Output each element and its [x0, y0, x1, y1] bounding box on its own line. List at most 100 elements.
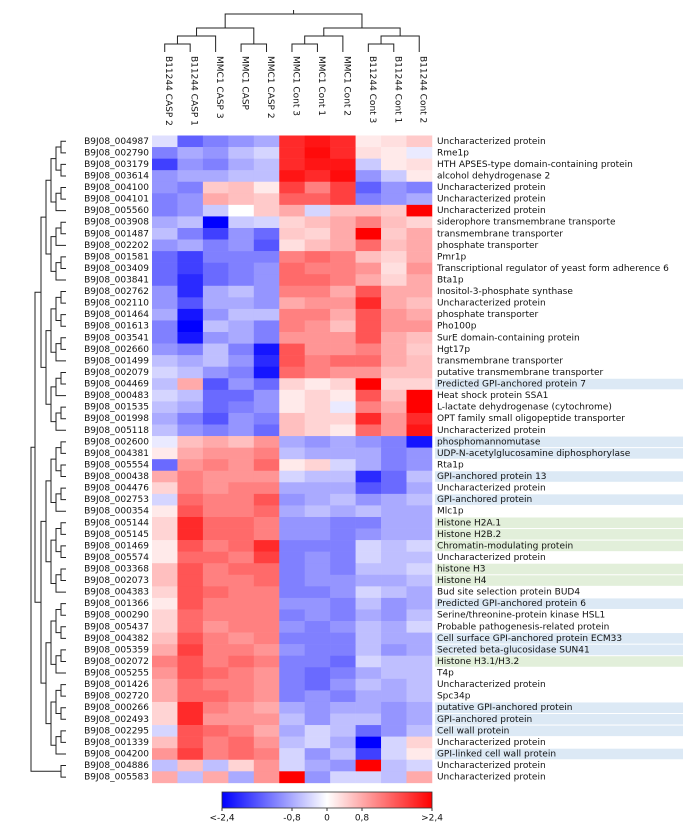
heat-cell — [330, 274, 356, 287]
heat-cell — [406, 412, 433, 425]
heat-cell — [152, 528, 178, 541]
heat-cell — [304, 516, 331, 529]
row-label: Uncharacterized protein — [437, 484, 546, 494]
heat-cell — [381, 297, 407, 310]
heat-cell — [381, 447, 407, 460]
heat-cell — [177, 690, 204, 703]
heat-cell — [202, 262, 229, 275]
dendrogram-branch — [40, 520, 46, 684]
heat-cell — [406, 239, 433, 252]
heat-cell — [381, 493, 407, 506]
heat-cell — [330, 366, 356, 379]
heat-cell — [330, 227, 356, 240]
heat-cell — [253, 401, 280, 414]
heat-cell — [355, 482, 382, 495]
heat-cell — [253, 505, 280, 518]
row-id: B9J08_000483 — [84, 391, 149, 401]
row-id: B9J08_003908 — [84, 218, 149, 228]
row-label: Predicted GPI-anchored protein 6 — [437, 599, 586, 609]
heat-cell — [253, 320, 280, 333]
heat-cell — [406, 528, 433, 541]
heat-cell — [228, 655, 255, 668]
heat-cell — [228, 748, 255, 761]
heat-cell — [406, 135, 433, 148]
heat-cell — [177, 181, 204, 194]
heat-cell — [406, 447, 433, 460]
heat-cell — [355, 424, 382, 437]
dendrogram-branch — [55, 296, 61, 321]
heat-cell — [253, 389, 280, 402]
row-label: GPI-anchored protein 13 — [437, 472, 547, 482]
heat-cell — [381, 574, 407, 587]
heat-cell — [202, 424, 229, 437]
heat-cell — [279, 158, 305, 171]
heat-cell — [406, 563, 433, 576]
heat-cell — [406, 748, 433, 761]
row-label: Uncharacterized protein — [437, 738, 546, 748]
heat-cell — [177, 586, 204, 599]
heat-cell — [202, 505, 229, 518]
heat-cell — [152, 181, 178, 194]
heat-cell — [253, 366, 280, 379]
heat-cell — [406, 540, 433, 552]
heat-cell — [304, 285, 331, 298]
heat-cell — [228, 193, 255, 206]
label-highlight — [434, 529, 683, 540]
dendrogram-branch — [45, 642, 51, 725]
heat-cell — [279, 574, 305, 587]
heat-cell — [228, 597, 255, 610]
heat-cell — [304, 227, 331, 240]
heat-cell — [177, 135, 204, 148]
heat-cell — [330, 655, 356, 668]
row-id: B9J08_001581 — [84, 252, 149, 262]
heat-cell — [253, 701, 280, 714]
heat-cell — [330, 736, 356, 749]
heat-cell — [330, 308, 356, 321]
heat-cell — [304, 655, 331, 668]
heat-cell — [279, 459, 305, 472]
heat-cell — [253, 563, 280, 576]
heat-cell — [381, 632, 407, 645]
heat-cell — [177, 227, 204, 240]
dendrogram-branch — [60, 626, 66, 639]
row-label: L-lactate dehydrogenase (cytochrome) — [437, 403, 612, 413]
heat-cell — [304, 343, 331, 356]
row-id: B9J08_002110 — [84, 299, 149, 309]
heat-cell — [406, 389, 433, 402]
heat-cell — [381, 713, 407, 726]
heat-cell — [228, 285, 255, 298]
row-label: phosphate transporter — [437, 310, 539, 320]
heat-cell — [304, 759, 331, 772]
heat-cell — [355, 470, 382, 483]
heat-cell — [279, 424, 305, 437]
row-label: Probable pathogenesis-related protein — [437, 622, 609, 632]
dendrogram-branch — [50, 236, 56, 272]
heat-cell — [330, 725, 356, 737]
row-id: B9J08_004100 — [84, 183, 149, 193]
heat-cell — [177, 401, 204, 414]
heat-cell — [202, 771, 229, 784]
heat-cell — [279, 644, 305, 656]
heat-cell — [202, 170, 229, 183]
heat-cell — [152, 412, 178, 425]
heat-cell — [381, 343, 407, 356]
heat-cell — [152, 297, 178, 310]
heat-cell — [330, 262, 356, 275]
heat-cell — [381, 355, 407, 367]
row-label: Histone H2B.2 — [437, 530, 501, 540]
heat-cell — [202, 667, 229, 680]
heat-cell — [152, 355, 178, 367]
heat-cell — [330, 239, 356, 252]
row-label: Chromatin-modulating protein — [437, 541, 573, 551]
heat-cell — [330, 574, 356, 587]
heat-cell — [253, 447, 280, 460]
heat-cell — [304, 771, 331, 784]
heat-cell — [202, 320, 229, 333]
heat-cell — [253, 251, 280, 263]
heat-cell — [381, 644, 407, 656]
row-id: B9J08_003409 — [84, 264, 149, 274]
heat-cell — [355, 355, 382, 367]
heat-cell — [253, 540, 280, 552]
heat-cell — [253, 678, 280, 691]
